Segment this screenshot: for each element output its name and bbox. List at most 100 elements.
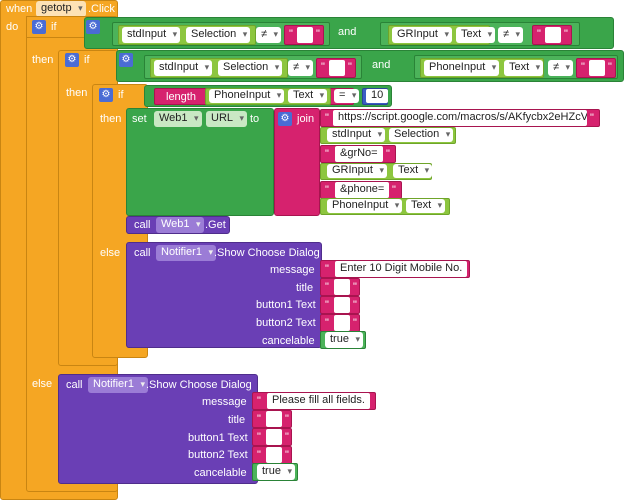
stdinput-dropdown[interactable]: stdInput: [327, 128, 386, 142]
get-method-label: .Get: [205, 219, 226, 231]
and-label: and: [338, 26, 357, 38]
text-dropdown[interactable]: Text: [288, 89, 328, 103]
quote-icon: ": [608, 61, 612, 73]
gear-icon[interactable]: ⚙: [278, 112, 292, 126]
empty-string-field[interactable]: [589, 60, 605, 76]
stdinput-dropdown[interactable]: stdInput: [154, 60, 213, 76]
true-dropdown[interactable]: true: [325, 332, 363, 348]
call-label: call: [66, 379, 83, 391]
grno-string-field[interactable]: &grNo=: [335, 146, 383, 162]
quote-icon: ": [537, 28, 541, 40]
if-label: if: [51, 21, 57, 33]
length-label: length: [166, 91, 196, 103]
empty-string-field[interactable]: [297, 27, 313, 43]
number-field[interactable]: 10: [366, 89, 389, 103]
if-label: if: [118, 89, 124, 101]
quote-icon: ": [325, 263, 329, 275]
phone-string-field[interactable]: &phone=: [335, 182, 390, 198]
message-string-field[interactable]: Please fill all fields.: [267, 393, 370, 409]
notifier1-dropdown[interactable]: Notifier1: [88, 377, 148, 393]
neq-operator-dropdown[interactable]: ≠: [256, 27, 282, 43]
quote-icon: ": [325, 281, 329, 293]
when-label: when: [6, 3, 33, 15]
text-dropdown[interactable]: Text: [456, 27, 496, 43]
quote-icon: ": [564, 28, 568, 40]
quote-icon: ": [316, 28, 320, 40]
stdinput-dropdown[interactable]: stdInput: [122, 27, 181, 43]
notifier1-dropdown[interactable]: Notifier1: [156, 245, 216, 261]
quote-icon: ": [460, 263, 464, 275]
empty-string-field[interactable]: [334, 279, 350, 295]
quote-icon: ": [289, 28, 293, 40]
empty-string-field[interactable]: [266, 447, 282, 463]
url-dropdown[interactable]: URL: [206, 111, 248, 127]
param-cancelable: cancelable: [194, 467, 247, 479]
neq-operator-dropdown[interactable]: ≠: [548, 60, 574, 76]
empty-string-field[interactable]: [266, 411, 282, 427]
neq-operator-dropdown[interactable]: ≠: [288, 60, 314, 76]
quote-icon: ": [581, 61, 585, 73]
eq-operator-dropdown[interactable]: =: [334, 89, 360, 103]
quote-icon: ": [353, 299, 357, 311]
quote-icon: ": [353, 317, 357, 329]
quote-icon: ": [386, 148, 390, 160]
do-label: do: [6, 21, 19, 33]
message-string-field[interactable]: Enter 10 Digit Mobile No.: [335, 261, 468, 277]
gear-icon[interactable]: ⚙: [32, 20, 46, 34]
gear-icon[interactable]: ⚙: [86, 20, 100, 34]
phoneinput-dropdown[interactable]: PhoneInput: [424, 60, 500, 76]
join-block[interactable]: [274, 108, 320, 216]
show-choose-dialog-label: .Show Choose Dialog: [214, 247, 320, 259]
text-dropdown[interactable]: Text: [393, 164, 433, 178]
quote-icon: ": [325, 184, 329, 196]
call-label: call: [134, 247, 151, 259]
phoneinput-dropdown[interactable]: PhoneInput: [327, 199, 403, 213]
grinput-dropdown[interactable]: GRInput: [392, 27, 452, 43]
then-label: then: [32, 54, 54, 66]
empty-string-field[interactable]: [545, 27, 561, 43]
quote-icon: ": [257, 449, 261, 461]
quote-icon: ": [325, 148, 329, 160]
gear-icon[interactable]: ⚙: [99, 88, 113, 102]
empty-string-field[interactable]: [266, 429, 282, 445]
empty-string-field[interactable]: [334, 315, 350, 331]
web1-dropdown[interactable]: Web1: [154, 111, 202, 127]
param-title: title: [296, 282, 314, 294]
text-dropdown[interactable]: Text: [406, 199, 446, 213]
quote-icon: ": [348, 61, 352, 73]
and-label: and: [372, 59, 391, 71]
show-choose-dialog-label: .Show Choose Dialog: [146, 379, 252, 391]
quote-icon: ": [257, 413, 261, 425]
grinput-dropdown[interactable]: GRInput: [327, 164, 387, 178]
param-message: message: [270, 264, 315, 276]
param-button2: button2 Text: [188, 449, 248, 461]
true-dropdown[interactable]: true: [257, 464, 295, 480]
empty-string-field[interactable]: [334, 297, 350, 313]
quote-icon: ": [325, 317, 329, 329]
selection-dropdown[interactable]: Selection: [186, 27, 251, 43]
empty-string-field[interactable]: [329, 60, 345, 76]
else-label: else: [100, 247, 121, 259]
if-label: if: [84, 54, 90, 66]
param-message: message: [202, 396, 247, 408]
quote-icon: ": [365, 395, 369, 407]
selection-dropdown[interactable]: Selection: [389, 128, 454, 142]
gear-icon[interactable]: ⚙: [65, 53, 79, 67]
text-dropdown[interactable]: Text: [504, 60, 544, 76]
event-name-label: .Click: [88, 3, 115, 15]
param-button2: button2 Text: [256, 317, 316, 329]
quote-icon: ": [257, 395, 261, 407]
selection-dropdown[interactable]: Selection: [218, 60, 283, 76]
set-label: set: [132, 113, 147, 125]
component-dropdown[interactable]: getotp: [36, 1, 86, 17]
url-string-field[interactable]: https://script.google.com/macros/s/AKfyc…: [333, 110, 587, 126]
quote-icon: ": [257, 431, 261, 443]
quote-icon: ": [353, 281, 357, 293]
neq-operator-dropdown[interactable]: ≠: [498, 27, 524, 43]
else-label: else: [32, 378, 53, 390]
gear-icon[interactable]: ⚙: [119, 53, 133, 67]
then-label: then: [66, 87, 88, 99]
web1-dropdown[interactable]: Web1: [156, 217, 204, 233]
quote-icon: ": [590, 112, 594, 124]
phoneinput-dropdown[interactable]: PhoneInput: [209, 89, 285, 103]
